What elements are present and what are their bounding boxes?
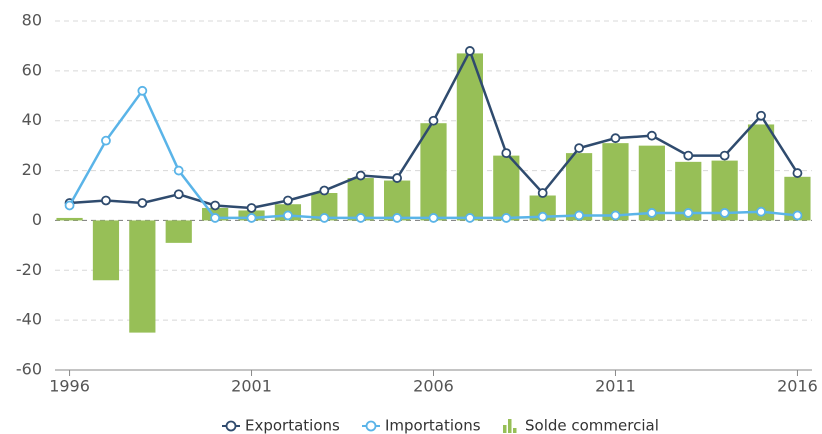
point	[210, 213, 221, 223]
point	[355, 170, 366, 181]
point	[137, 198, 148, 208]
bar	[129, 220, 156, 333]
point	[574, 210, 584, 221]
y-tick-label: -40	[16, 310, 42, 329]
point	[283, 195, 293, 206]
point	[537, 211, 548, 222]
point	[537, 188, 548, 198]
legend-swatch	[365, 420, 377, 432]
bar	[493, 155, 520, 221]
legend-swatch	[513, 428, 517, 433]
point	[210, 200, 221, 211]
point	[428, 213, 439, 223]
point	[646, 208, 657, 218]
point	[683, 150, 694, 161]
legend-label: Importations	[385, 417, 481, 434]
legend-swatch	[508, 419, 512, 433]
point	[610, 210, 621, 221]
point	[792, 168, 803, 178]
point	[646, 130, 657, 141]
point	[501, 213, 512, 223]
legend-swatch	[503, 425, 507, 433]
point	[246, 213, 257, 223]
point	[64, 200, 75, 211]
x-tick-label: 1996	[49, 377, 90, 396]
point	[719, 150, 730, 161]
point	[464, 213, 475, 223]
point	[173, 189, 184, 200]
y-tick-label: 80	[22, 11, 42, 30]
point	[319, 213, 330, 223]
point	[246, 203, 257, 213]
bar	[456, 53, 483, 221]
y-tick-label: 40	[22, 110, 42, 129]
y-tick-label: 0	[32, 210, 42, 229]
point	[574, 143, 584, 154]
bar	[56, 217, 83, 221]
x-tick-label: 2001	[231, 377, 272, 396]
point	[464, 46, 475, 56]
y-tick-label: 60	[22, 60, 42, 79]
point	[137, 85, 148, 96]
legend: Exportations Importations Solde commercial	[222, 417, 659, 434]
bar	[420, 123, 447, 221]
bar	[747, 124, 775, 221]
point	[392, 173, 403, 183]
point	[756, 110, 766, 121]
point	[719, 208, 730, 218]
x-tick-label: 2006	[413, 377, 454, 396]
legend-label: Solde commercial	[525, 417, 659, 434]
point	[355, 213, 366, 223]
y-tick-label: -20	[16, 260, 42, 279]
point	[792, 210, 803, 221]
point	[683, 208, 694, 218]
legend-label: Exportations	[245, 417, 340, 434]
y-tick-label: 20	[22, 160, 42, 179]
bar	[565, 153, 593, 221]
bar	[92, 220, 120, 281]
point	[319, 185, 330, 196]
point	[173, 165, 184, 176]
point	[610, 133, 621, 144]
x-tick-label: 2011	[595, 377, 636, 396]
point	[101, 195, 111, 206]
bar	[602, 143, 629, 221]
x-tick-label: 2016	[777, 377, 818, 396]
bar	[638, 145, 665, 221]
point	[501, 148, 512, 159]
point	[101, 135, 111, 146]
legend-swatch	[225, 420, 237, 432]
point	[428, 115, 439, 126]
point	[756, 206, 766, 217]
bar	[165, 220, 192, 243]
y-tick-label: -60	[16, 360, 42, 379]
point	[283, 210, 293, 221]
point	[392, 213, 403, 223]
